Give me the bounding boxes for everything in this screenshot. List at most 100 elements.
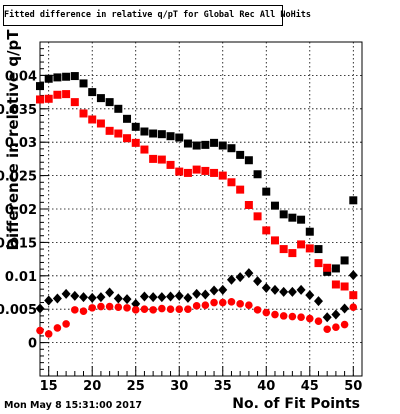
x-tick-label: 20 — [83, 379, 101, 394]
data-point-circle — [97, 302, 105, 311]
data-point-diamond — [218, 284, 228, 295]
data-point-diamond — [131, 298, 141, 309]
data-point-square — [297, 240, 306, 249]
data-point-diamond — [183, 292, 193, 303]
data-point-diamond — [157, 292, 167, 303]
data-point-circle — [166, 305, 175, 314]
chart-title: Fitted difference in relative q/pT for G… — [3, 5, 311, 26]
data-point-square — [314, 245, 323, 254]
data-point-circle — [192, 302, 201, 310]
data-point-circle — [184, 305, 192, 314]
data-point-square — [305, 244, 314, 253]
data-point-circle — [158, 304, 166, 313]
data-point-square — [236, 185, 245, 194]
data-point-circle — [218, 298, 227, 307]
data-point-circle — [227, 298, 236, 306]
data-point-diamond — [192, 288, 202, 299]
data-point-circle — [44, 330, 53, 338]
data-point-square — [270, 236, 279, 245]
data-point-diamond — [322, 312, 332, 323]
data-point-square — [175, 167, 184, 176]
data-point-square — [279, 210, 288, 219]
data-point-square — [79, 79, 88, 88]
data-point-square — [166, 132, 175, 141]
x-tick-label: 15 — [40, 379, 58, 394]
data-point-diamond — [79, 292, 89, 303]
y-tick-label: 0.01 — [5, 270, 37, 285]
y-tick-label: 0.015 — [0, 236, 37, 251]
data-point-square — [192, 165, 201, 174]
data-point-circle — [236, 300, 244, 308]
data-point-diamond — [244, 268, 254, 279]
data-point-diamond — [122, 294, 132, 305]
data-point-square — [157, 155, 166, 164]
data-point-circle — [88, 304, 97, 312]
data-point-circle — [323, 325, 331, 334]
data-point-square — [331, 280, 340, 289]
data-point-square — [105, 98, 114, 107]
data-point-square — [44, 94, 53, 103]
data-point-diamond — [235, 272, 245, 283]
data-point-diamond — [52, 293, 62, 304]
data-point-square — [227, 144, 236, 153]
data-point-square — [53, 73, 62, 82]
data-point-square — [53, 90, 62, 99]
x-tick-label: 35 — [214, 379, 232, 394]
data-point-square — [70, 72, 79, 81]
data-point-square — [297, 215, 306, 224]
data-point-square — [201, 140, 210, 149]
data-point-square — [340, 282, 349, 291]
data-point-circle — [140, 305, 149, 314]
y-tick-label: 0.02 — [5, 203, 37, 218]
y-tick-label: 0.03 — [5, 136, 37, 151]
data-point-square — [192, 141, 201, 150]
data-point-square — [140, 127, 149, 136]
x-tick-label: 30 — [170, 379, 188, 394]
data-point-diamond — [340, 303, 350, 314]
x-tick-label: 40 — [257, 379, 275, 394]
data-point-square — [262, 226, 271, 235]
data-point-square — [79, 109, 88, 118]
data-point-circle — [131, 306, 140, 314]
data-point-diamond — [139, 291, 149, 302]
data-point-square — [236, 150, 245, 159]
data-point-diamond — [209, 285, 219, 296]
data-point-square — [270, 201, 279, 210]
x-tick-label: 25 — [127, 379, 145, 394]
y-tick-label: 0.04 — [5, 69, 37, 84]
data-point-square — [175, 133, 184, 142]
data-point-diamond — [96, 292, 106, 303]
data-point-square — [314, 259, 323, 268]
data-point-circle — [349, 303, 358, 311]
data-point-square — [210, 138, 219, 147]
data-point-square — [166, 160, 175, 169]
data-point-square — [323, 263, 332, 272]
y-tick-label: 0.005 — [0, 303, 37, 318]
data-point-square — [288, 213, 297, 222]
data-point-circle — [114, 303, 123, 311]
data-point-diamond — [35, 303, 45, 314]
data-point-circle — [36, 326, 44, 335]
data-point-diamond — [253, 276, 263, 287]
data-point-circle — [210, 298, 218, 307]
data-point-diamond — [331, 309, 341, 320]
data-point-diamond — [270, 284, 280, 295]
data-point-square — [349, 196, 358, 205]
data-point-circle — [262, 308, 271, 317]
data-point-diamond — [261, 282, 271, 293]
data-point-circle — [79, 307, 88, 316]
data-point-square — [114, 129, 123, 138]
data-point-circle — [71, 306, 79, 314]
data-point-square — [96, 94, 105, 103]
data-point-diamond — [105, 287, 115, 298]
data-point-diamond — [44, 295, 54, 306]
data-point-square — [36, 95, 44, 104]
axis-ticks: 15 20 25 30 35 40 45 50 0 0.005 0.01 0.015 0.02 0.025… — [0, 41, 363, 394]
data-point-square — [149, 129, 158, 138]
data-point-diamond — [305, 290, 315, 301]
data-point-diamond — [287, 286, 297, 297]
data-point-square — [123, 114, 132, 123]
y-tick-label: 0.025 — [0, 170, 37, 185]
x-tick-label: 45 — [301, 379, 319, 394]
